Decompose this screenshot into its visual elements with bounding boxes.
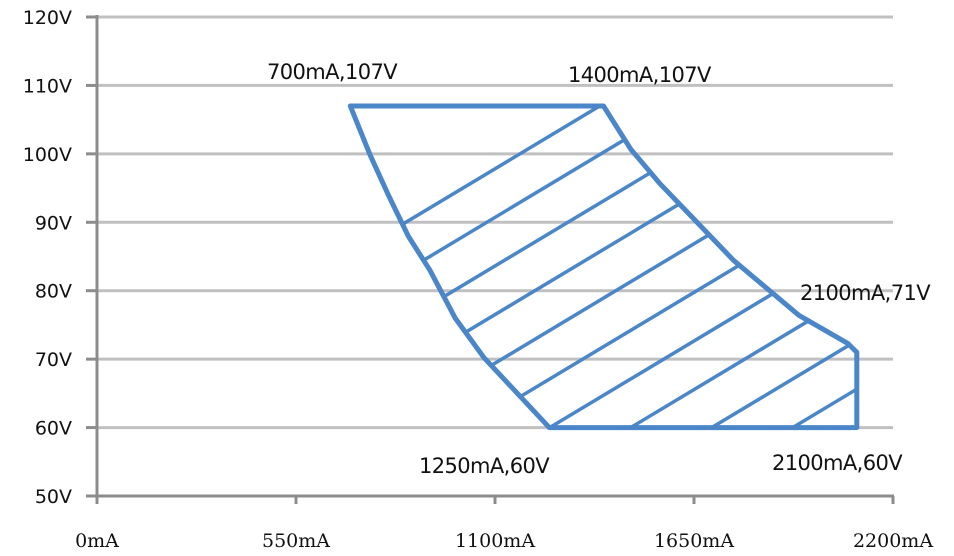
- y-tick-label: 100V: [23, 144, 72, 166]
- hatch-line: [434, 106, 857, 428]
- point-annotation: 2100mA,60V: [772, 451, 903, 475]
- hatch-line: [353, 106, 857, 428]
- point-annotation: 2100mA,71V: [800, 281, 931, 305]
- y-axis-tick-labels: 120V 110V 100V 90V 80V 70V 60V 50V: [23, 7, 72, 508]
- y-tick-label: 50V: [35, 486, 72, 508]
- hatch-line: [839, 106, 857, 428]
- hatch-line: [758, 106, 857, 428]
- axes: [86, 15, 895, 504]
- hatch-line: [350, 106, 857, 428]
- y-tick-label: 90V: [35, 212, 72, 234]
- x-tick-label: 1100mA: [455, 530, 535, 552]
- point-annotation: 700mA,107V: [267, 60, 398, 84]
- y-tick-label: 110V: [23, 75, 72, 97]
- hatch-line: [350, 106, 664, 428]
- x-tick-label: 0mA: [75, 530, 119, 552]
- region-hatching: [350, 68, 954, 556]
- y-tick-label: 60V: [35, 418, 72, 440]
- hatch-line: [350, 106, 857, 428]
- hatch-line: [677, 106, 857, 428]
- x-tick-label: 550mA: [262, 530, 330, 552]
- hatch-line: [596, 106, 857, 428]
- x-tick-label: 1650mA: [654, 530, 734, 552]
- hatch-line: [921, 68, 954, 556]
- hatch-line: [350, 106, 857, 428]
- hatch-line: [350, 106, 857, 428]
- gridlines: [97, 15, 893, 430]
- point-annotation: 1400mA,107V: [568, 63, 712, 87]
- hatch-line: [350, 106, 857, 428]
- hatch-line: [350, 106, 826, 428]
- corner-annotations: 700mA,107V 1400mA,107V 2100mA,71V 1250mA,60…: [267, 60, 932, 478]
- x-axis-tick-labels: 0mA 550mA 1100mA 1650mA 2200mA: [75, 530, 933, 552]
- y-tick-label: 120V: [23, 7, 72, 29]
- y-tick-label: 80V: [35, 281, 72, 303]
- point-annotation: 1250mA,60V: [419, 454, 550, 478]
- hatch-line: [350, 106, 745, 428]
- y-tick-label: 70V: [35, 349, 72, 371]
- x-tick-label: 2200mA: [853, 530, 933, 552]
- hatch-line: [350, 106, 857, 428]
- operating-region-outline: [347, 103, 860, 431]
- hatch-line: [350, 106, 857, 428]
